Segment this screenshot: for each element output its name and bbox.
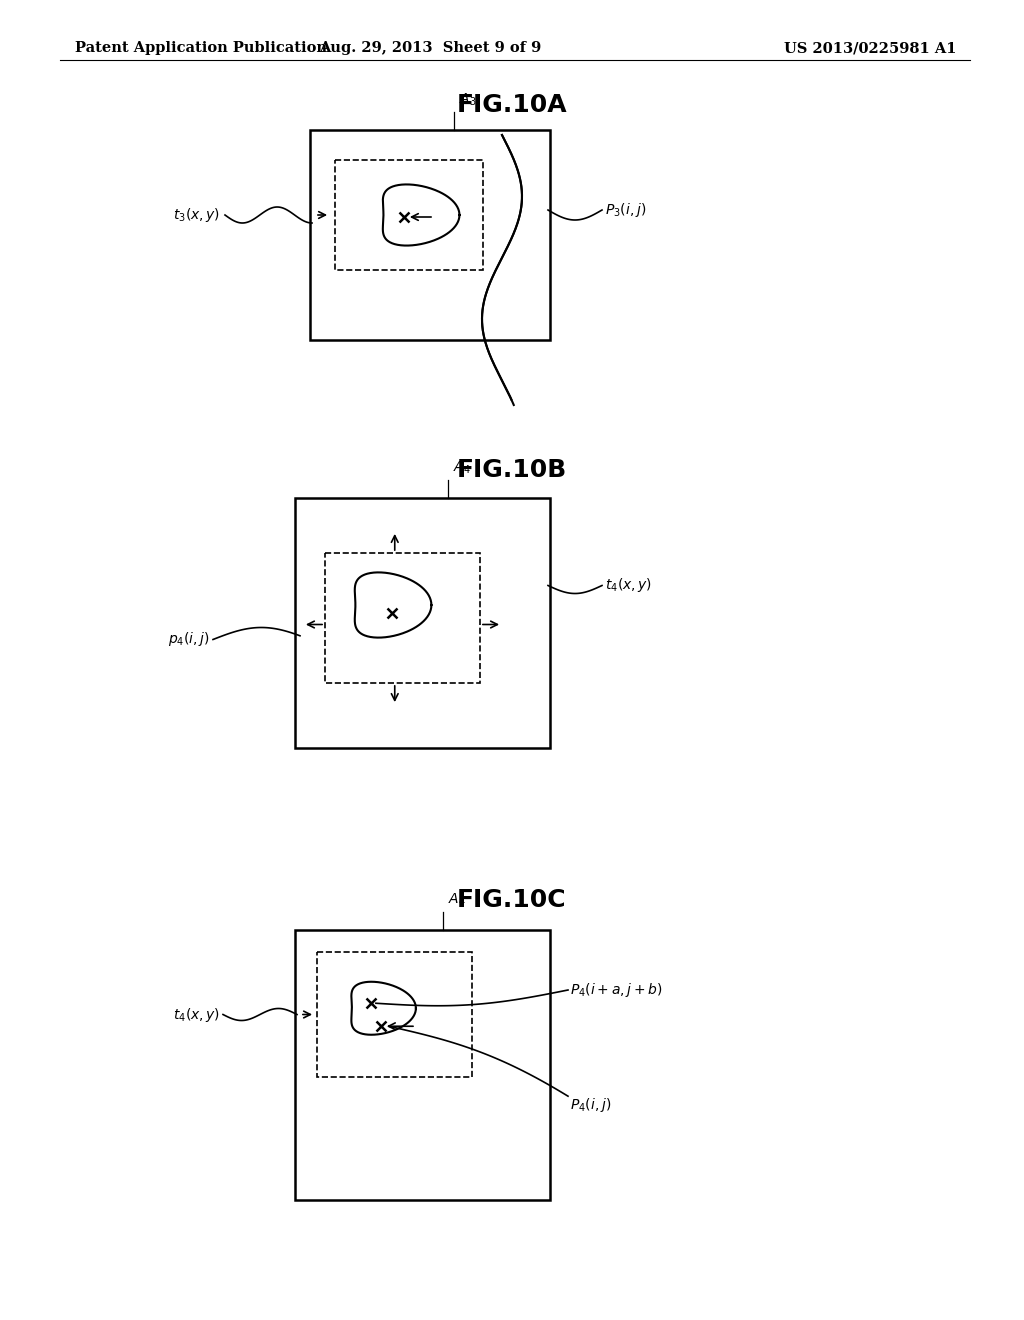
Text: $P_4(i+a, j+b)$: $P_4(i+a, j+b)$ [570,981,663,999]
Text: Patent Application Publication: Patent Application Publication [75,41,327,55]
Bar [295,498,550,748]
Text: $t_4(x, y)$: $t_4(x, y)$ [173,1006,220,1023]
Text: FIG.10A: FIG.10A [457,92,567,117]
Bar [325,553,480,682]
Text: US 2013/0225981 A1: US 2013/0225981 A1 [783,41,956,55]
Bar [317,952,472,1077]
Text: $A_3$: $A_3$ [459,91,476,108]
Text: $t_3(x, y)$: $t_3(x, y)$ [173,206,220,224]
Bar [295,931,550,1200]
Text: $A_4$: $A_4$ [449,891,466,908]
Text: FIG.10C: FIG.10C [457,888,567,912]
Bar [310,129,550,341]
Text: $P_3(i, j)$: $P_3(i, j)$ [605,201,646,219]
Text: Aug. 29, 2013  Sheet 9 of 9: Aug. 29, 2013 Sheet 9 of 9 [318,41,541,55]
Bar [335,160,483,271]
Text: $p_4(i, j)$: $p_4(i, j)$ [168,631,210,648]
Text: FIG.10B: FIG.10B [457,458,567,482]
Text: $A_4$: $A_4$ [453,459,471,477]
Text: $P_4(i, j)$: $P_4(i, j)$ [570,1096,611,1114]
Text: $t_4(x, y)$: $t_4(x, y)$ [605,577,652,594]
